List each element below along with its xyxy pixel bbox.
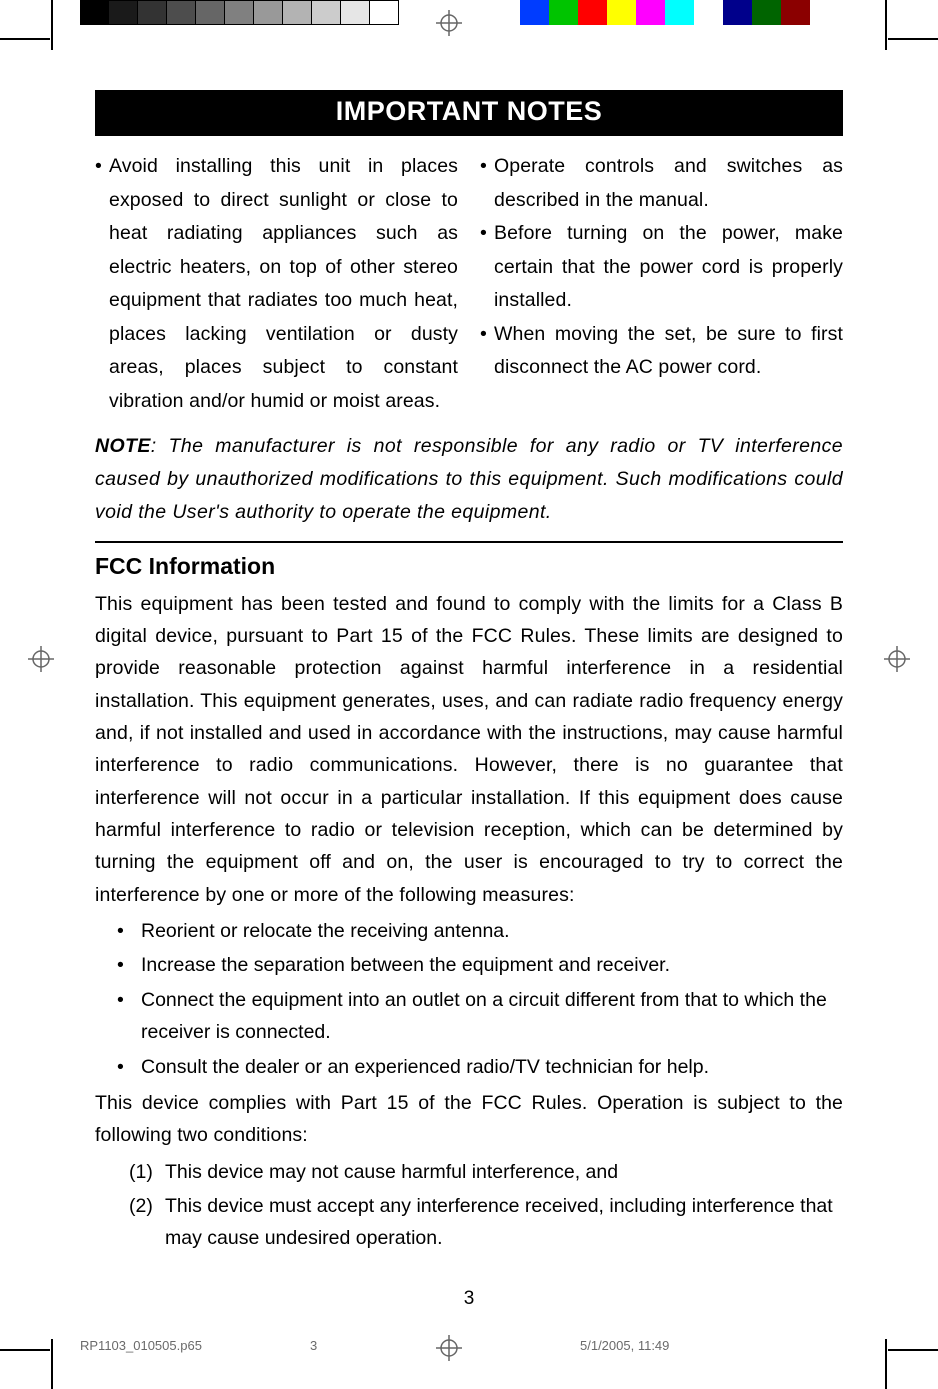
fcc-heading: FCC Information	[95, 553, 843, 580]
list-item-text: Before turning on the power, make certai…	[494, 217, 843, 318]
colorbar-swatch	[752, 0, 781, 25]
colorbar-swatch	[254, 0, 283, 25]
fcc-measures-list: •Reorient or relocate the receiving ante…	[95, 915, 843, 1083]
colorbar-swatch	[578, 0, 607, 25]
important-notes-columns: •Avoid installing this unit in places ex…	[95, 150, 843, 418]
footer-page: 3	[310, 1338, 580, 1353]
list-item: •Reorient or relocate the receiving ante…	[117, 915, 843, 947]
bullet-icon: •	[117, 984, 141, 1049]
crop-mark	[51, 0, 53, 50]
bullet-icon: •	[117, 915, 141, 947]
divider	[95, 541, 843, 543]
crop-mark	[51, 1339, 53, 1389]
footer-filename: RP1103_010505.p65	[80, 1338, 310, 1353]
print-footer: RP1103_010505.p65 3 5/1/2005, 11:49	[80, 1338, 840, 1353]
colorbar-swatch	[312, 0, 341, 25]
bullet-icon: •	[117, 1051, 141, 1083]
colorbar-swatch	[781, 0, 810, 25]
list-number: (2)	[129, 1190, 165, 1255]
list-item: (1)This device may not cause harmful int…	[129, 1156, 843, 1188]
list-item-text: Operate controls and switches as describ…	[494, 150, 843, 217]
colorbar-swatch	[167, 0, 196, 25]
list-number: (1)	[129, 1156, 165, 1188]
registration-mark-icon	[436, 10, 462, 36]
list-item-text: Increase the separation between the equi…	[141, 949, 843, 981]
list-item-text: When moving the set, be sure to first di…	[494, 318, 843, 385]
list-item-text: Avoid installing this unit in places exp…	[109, 150, 458, 418]
manufacturer-note: NOTE: The manufacturer is not responsibl…	[95, 430, 843, 528]
list-item: •Consult the dealer or an experienced ra…	[117, 1051, 843, 1083]
list-item-text: This device may not cause harmful interf…	[165, 1156, 843, 1188]
crop-mark	[888, 1349, 938, 1351]
crop-mark	[888, 38, 938, 40]
notes-right-column: •Operate controls and switches as descri…	[480, 150, 843, 418]
list-item: •Operate controls and switches as descri…	[480, 150, 843, 217]
colorbar-swatch	[370, 0, 399, 25]
grayscale-colorbar	[80, 0, 399, 25]
chroma-colorbar	[520, 0, 810, 25]
list-item: •Before turning on the power, make certa…	[480, 217, 843, 318]
colorbar-swatch	[549, 0, 578, 25]
colorbar-swatch	[520, 0, 549, 25]
registration-mark-icon	[28, 646, 54, 672]
list-item-text: Connect the equipment into an outlet on …	[141, 984, 843, 1049]
bullet-icon: •	[480, 150, 494, 217]
fcc-conditions-list: (1)This device may not cause harmful int…	[95, 1156, 843, 1255]
bullet-icon: •	[480, 217, 494, 318]
list-item-text: Consult the dealer or an experienced rad…	[141, 1051, 843, 1083]
notes-left-column: •Avoid installing this unit in places ex…	[95, 150, 458, 418]
bullet-icon: •	[95, 150, 109, 418]
note-label: NOTE	[95, 435, 151, 457]
section-title: IMPORTANT NOTES	[95, 90, 843, 136]
footer-datetime: 5/1/2005, 11:49	[580, 1338, 669, 1353]
colorbar-swatch	[665, 0, 694, 25]
fcc-paragraph-1: This equipment has been tested and found…	[95, 588, 843, 912]
fcc-paragraph-2: This device complies with Part 15 of the…	[95, 1087, 843, 1152]
colorbar-swatch	[694, 0, 723, 25]
colorbar-swatch	[636, 0, 665, 25]
colorbar-swatch	[341, 0, 370, 25]
note-text: : The manufacturer is not responsible fo…	[95, 435, 843, 523]
colorbar-swatch	[283, 0, 312, 25]
list-item: (2)This device must accept any interfere…	[129, 1190, 843, 1255]
bullet-icon: •	[117, 949, 141, 981]
crop-mark	[0, 1349, 50, 1351]
colorbar-swatch	[109, 0, 138, 25]
list-item: •When moving the set, be sure to first d…	[480, 318, 843, 385]
colorbar-swatch	[196, 0, 225, 25]
list-item: •Avoid installing this unit in places ex…	[95, 150, 458, 418]
colorbar-swatch	[80, 0, 109, 25]
colorbar-swatch	[607, 0, 636, 25]
bullet-icon: •	[480, 318, 494, 385]
list-item-text: This device must accept any interference…	[165, 1190, 843, 1255]
colorbar-swatch	[723, 0, 752, 25]
list-item: •Increase the separation between the equ…	[117, 949, 843, 981]
page-content: IMPORTANT NOTES •Avoid installing this u…	[95, 90, 843, 1257]
registration-mark-icon	[884, 646, 910, 672]
colorbar-swatch	[138, 0, 167, 25]
crop-mark	[885, 0, 887, 50]
list-item: •Connect the equipment into an outlet on…	[117, 984, 843, 1049]
crop-mark	[885, 1339, 887, 1389]
page-number: 3	[0, 1288, 938, 1310]
colorbar-swatch	[225, 0, 254, 25]
list-item-text: Reorient or relocate the receiving anten…	[141, 915, 843, 947]
crop-mark	[0, 38, 50, 40]
